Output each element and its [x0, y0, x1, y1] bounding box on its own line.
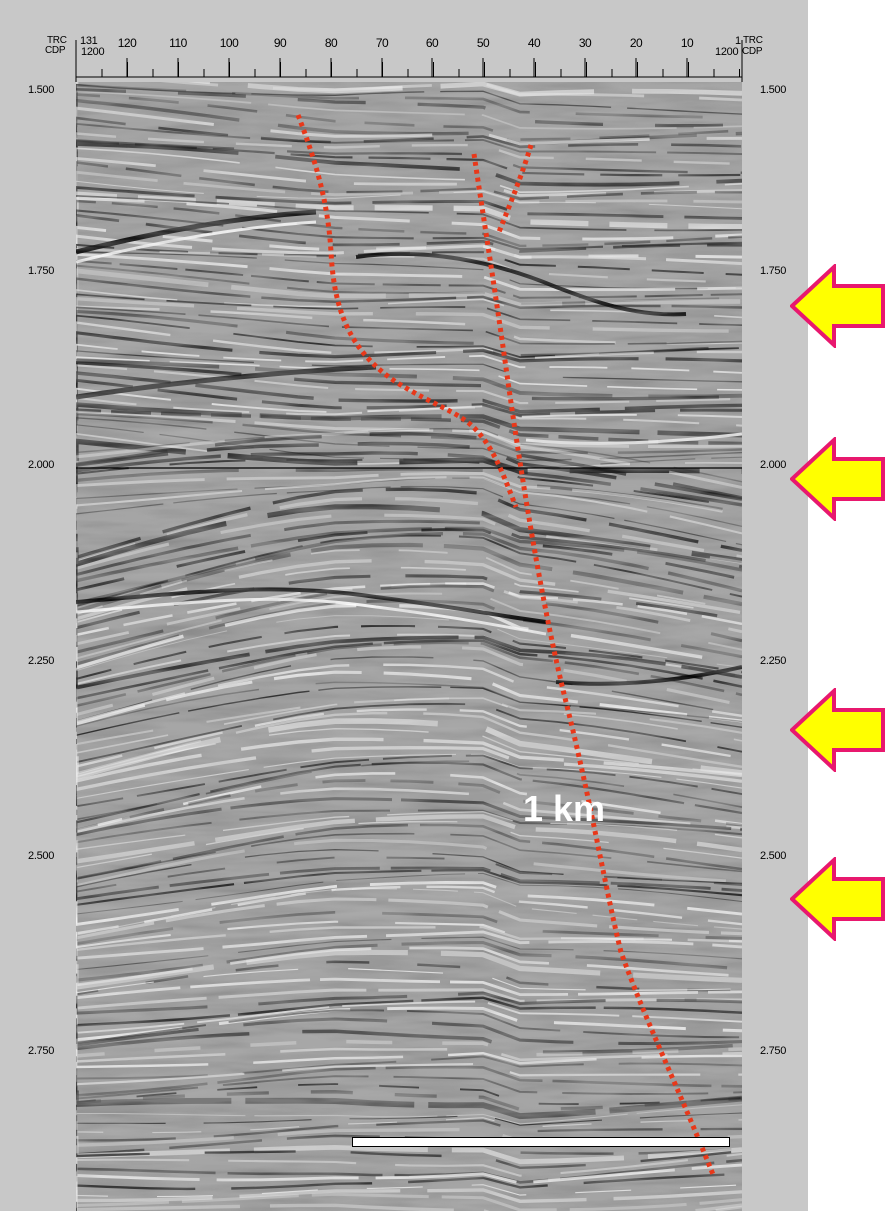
trace-tick-label-70: 70	[375, 36, 389, 50]
trace-tick-label-100: 100	[219, 36, 239, 50]
right-cdp-value: 1200	[715, 46, 739, 58]
seismic-frame: TRC CDP 131 1200 1 TRC 1200 CDP 120 110 10…	[0, 0, 808, 1211]
left-trc-label: TRC	[47, 35, 67, 46]
trace-tick-label-10: 10	[680, 36, 694, 50]
fault-line-main	[471, 153, 717, 1178]
left-trc-value: 131	[80, 35, 98, 47]
left-cdp-label: CDP	[45, 45, 66, 56]
time-label-left: 2.000	[28, 459, 55, 471]
time-label-right: 1.500	[760, 84, 787, 96]
arrow-left-icon	[789, 686, 886, 774]
trace-tick-label-30: 30	[578, 36, 592, 50]
arrow-left-icon	[789, 435, 886, 523]
scale-bar	[352, 1137, 730, 1147]
trace-tick-label-20: 20	[629, 36, 643, 50]
trace-tick-label-110: 110	[169, 36, 187, 50]
time-label-left: 2.250	[28, 655, 55, 667]
fault-line-left	[295, 114, 519, 508]
time-label-right: 2.500	[760, 850, 787, 862]
right-trc-label: TRC	[743, 35, 763, 46]
trace-tick-label-120: 120	[117, 36, 137, 50]
right-trc-value: 1	[735, 35, 741, 47]
time-label-right: 1.750	[760, 265, 787, 277]
arrow-left-icon	[789, 855, 886, 943]
left-cdp-value: 1200	[81, 46, 105, 58]
time-label-right: 2.000	[760, 459, 787, 471]
scale-label: 1 km	[523, 788, 606, 829]
trace-tick-label-80: 80	[324, 36, 338, 50]
right-cdp-label: CDP	[742, 46, 763, 57]
trace-axis: TRC CDP 131 1200 1 TRC 1200 CDP 120 110 10…	[0, 0, 808, 82]
seismic-image	[76, 82, 742, 1211]
time-label-right: 2.250	[760, 655, 787, 667]
trace-tick-label-50: 50	[476, 36, 490, 50]
time-label-left: 2.750	[28, 1045, 55, 1057]
time-label-left: 1.750	[28, 265, 55, 277]
trace-tick-label-60: 60	[425, 36, 439, 50]
arrow-left-icon	[789, 262, 886, 350]
time-label-left: 2.500	[28, 850, 55, 862]
fault-line-branch	[496, 144, 534, 233]
trace-ticks	[75, 40, 743, 82]
seismic-section	[76, 82, 742, 1211]
time-label-right: 2.750	[760, 1045, 787, 1057]
time-label-left: 1.500	[28, 84, 55, 96]
trace-tick-label-40: 40	[527, 36, 541, 50]
trace-tick-label-90: 90	[273, 36, 287, 50]
